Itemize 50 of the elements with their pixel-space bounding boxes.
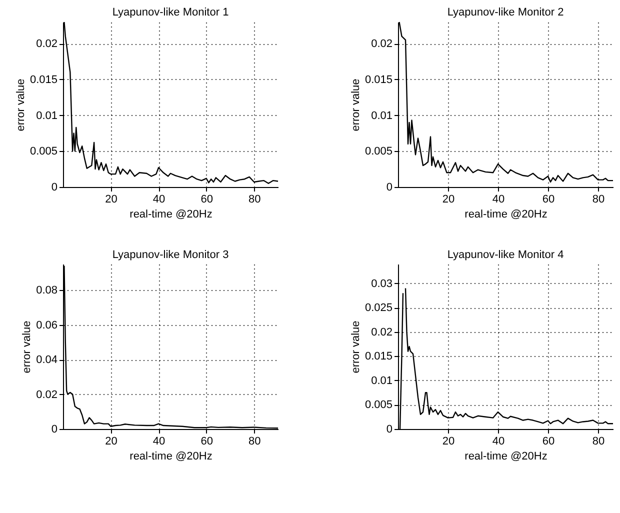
x-tick-label: 20 xyxy=(105,194,118,206)
x-tick-label: 40 xyxy=(152,194,166,206)
chart-title: Lyapunov-like Monitor 2 xyxy=(447,6,564,18)
y-axis-title: error value xyxy=(21,320,34,374)
y-tick-label: 0 xyxy=(51,182,58,194)
x-tick-label: 60 xyxy=(200,436,213,448)
y-tick-label: 0.08 xyxy=(36,284,58,297)
y-tick-label: 0.02 xyxy=(36,388,58,401)
y-tick-label: 0.015 xyxy=(30,74,58,86)
x-tick-label: 60 xyxy=(542,194,555,206)
y-tick-label: 0 xyxy=(51,424,58,436)
y-tick-label: 0 xyxy=(386,182,392,194)
y-tick-label: 0.01 xyxy=(36,110,58,122)
x-axis-title: real-time @20Hz xyxy=(130,450,212,462)
y-axis-title: error value xyxy=(350,78,362,132)
x-tick-label: 60 xyxy=(200,194,213,206)
y-tick-label: 0.03 xyxy=(371,278,392,290)
x-tick-label: 80 xyxy=(592,436,605,448)
chart-title: Lyapunov-like Monitor 1 xyxy=(112,6,229,18)
x-tick-label: 80 xyxy=(592,194,605,206)
y-tick-label: 0 xyxy=(386,424,392,436)
y-tick-label: 0.005 xyxy=(364,399,392,412)
x-tick-label: 20 xyxy=(442,194,455,206)
x-tick-label: 40 xyxy=(492,436,505,448)
x-tick-label: 80 xyxy=(248,194,261,206)
x-tick-label: 60 xyxy=(542,436,555,448)
y-tick-label: 0.015 xyxy=(364,74,392,86)
y-tick-label: 0.025 xyxy=(364,302,392,314)
y-tick-label: 0.02 xyxy=(371,38,392,50)
x-tick-label: 40 xyxy=(152,436,166,448)
y-tick-label: 0.02 xyxy=(36,38,58,50)
y-tick-label: 0.02 xyxy=(371,326,392,338)
chart-title: Lyapunov-like Monitor 4 xyxy=(447,249,564,261)
x-tick-label: 20 xyxy=(442,436,455,448)
y-tick-label: 0.005 xyxy=(30,146,58,158)
y-axis-title: error value xyxy=(14,78,27,132)
x-axis-title: real-time @20Hz xyxy=(464,450,548,462)
x-tick-label: 40 xyxy=(492,194,505,206)
y-axis-title: error value xyxy=(350,320,362,374)
x-tick-label: 80 xyxy=(248,436,261,448)
x-axis-title: real-time @20Hz xyxy=(464,208,548,220)
y-tick-label: 0.005 xyxy=(364,146,392,158)
y-tick-label: 0.04 xyxy=(36,354,58,366)
y-tick-label: 0.01 xyxy=(371,374,392,387)
chart-title: Lyapunov-like Monitor 3 xyxy=(112,249,229,261)
y-tick-label: 0.06 xyxy=(36,319,58,332)
y-tick-label: 0.015 xyxy=(364,350,392,363)
x-tick-label: 20 xyxy=(105,436,118,448)
y-tick-label: 0.01 xyxy=(371,110,392,122)
x-axis-title: real-time @20Hz xyxy=(130,208,212,220)
